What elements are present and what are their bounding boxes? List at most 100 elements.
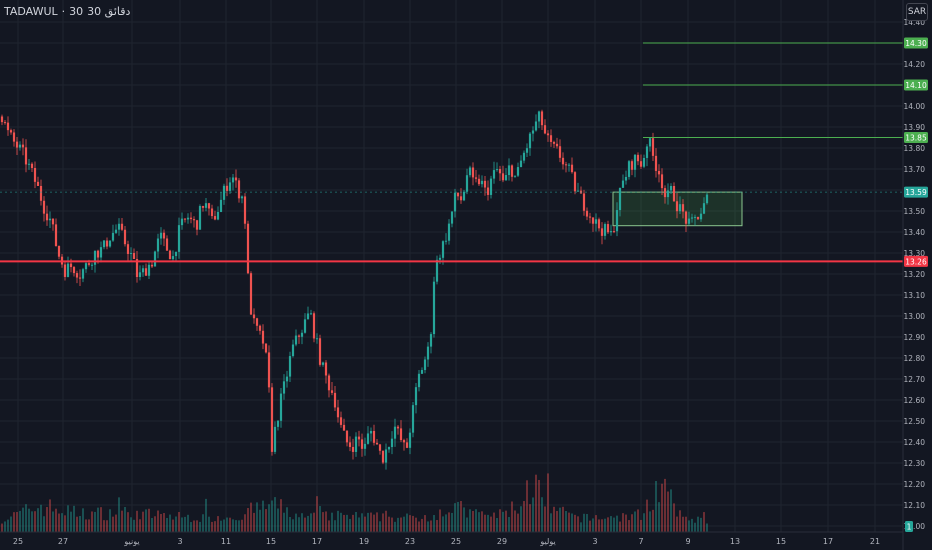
volume-bar	[499, 509, 501, 532]
candle-body	[267, 352, 271, 388]
volume-bar	[544, 506, 546, 532]
volume-bar	[115, 514, 117, 532]
volume-bar	[190, 522, 192, 532]
price-tick-label: 13.80	[904, 144, 926, 153]
volume-bar	[232, 519, 234, 532]
volume-bar	[109, 509, 111, 532]
candle-body	[219, 199, 223, 212]
candle-body	[27, 163, 31, 165]
volume-bar	[142, 511, 144, 532]
volume-bar	[649, 511, 651, 532]
level-price-label-bg	[904, 37, 928, 49]
candle-body	[156, 238, 160, 252]
candle-body	[291, 344, 295, 357]
candle-body	[93, 250, 97, 265]
candle-body	[72, 267, 76, 274]
volume-bar	[463, 507, 465, 532]
volume-bar	[622, 513, 624, 532]
volume-bar	[481, 511, 483, 532]
volume-bar	[343, 514, 345, 532]
volume-bar	[541, 497, 543, 532]
volume-bar	[133, 519, 135, 532]
volume-bar	[154, 516, 156, 532]
volume-bar	[187, 514, 189, 532]
candle-body	[516, 167, 520, 176]
candle-body	[486, 187, 490, 195]
candle-body	[153, 251, 157, 267]
candle-body	[270, 387, 274, 452]
volume-bar	[10, 516, 12, 532]
candle-body	[132, 253, 136, 260]
volume-bar	[205, 498, 207, 532]
candle-body	[357, 436, 361, 440]
candle-body	[234, 177, 238, 181]
volume-bar	[538, 479, 540, 532]
time-tick-label: 15	[776, 537, 786, 546]
time-tick-label: 11	[221, 537, 231, 546]
candle-body	[627, 161, 631, 177]
volume-bar	[82, 508, 84, 532]
volume-bar	[244, 514, 246, 532]
price-tick-label: 13.00	[904, 312, 926, 321]
volume-bar	[703, 512, 705, 532]
candle-body	[360, 439, 364, 449]
volume-bar	[19, 510, 21, 532]
candle-body	[489, 178, 493, 195]
candle-body	[390, 438, 394, 448]
candle-body	[315, 338, 319, 340]
volume-bar	[448, 512, 450, 532]
symbol-header[interactable]: TADAWUL · 30 دقائق 30	[4, 5, 134, 18]
candle-body	[87, 263, 91, 265]
candle-body	[84, 263, 88, 270]
candle-body	[597, 219, 601, 229]
volume-bar	[145, 509, 147, 532]
volume-bar	[685, 516, 687, 532]
candle-body	[543, 125, 547, 134]
volume-bar	[25, 504, 27, 532]
candle-body	[165, 238, 169, 251]
volume-bar	[661, 483, 663, 532]
candle-body	[282, 381, 286, 394]
candle-body	[366, 433, 370, 444]
candle-body	[615, 210, 619, 232]
candle-body	[69, 263, 73, 268]
volume-bar	[421, 518, 423, 532]
candle-body	[558, 146, 562, 158]
volume-bar	[79, 516, 81, 532]
volume-bar	[652, 509, 654, 532]
volume-bar	[340, 512, 342, 532]
candle-body	[408, 432, 412, 448]
volume-bar	[577, 516, 579, 532]
volume-bar	[370, 512, 372, 532]
candle-body	[438, 257, 442, 260]
candle-body	[630, 161, 634, 170]
volume-bar	[304, 517, 306, 532]
candle-body	[462, 191, 466, 201]
volume-bar	[172, 519, 174, 532]
volume-bar	[589, 520, 591, 532]
volume-bar	[121, 510, 123, 532]
candle-body	[189, 217, 193, 220]
candle-body	[114, 229, 118, 233]
volume-bar	[94, 511, 96, 532]
currency-button[interactable]: SAR	[906, 3, 928, 21]
candle-body	[570, 164, 574, 173]
price-tick-label: 12.50	[904, 417, 926, 426]
volume-bar	[310, 513, 312, 532]
volume-bar	[445, 514, 447, 532]
volume-bar	[214, 521, 216, 532]
candle-body	[9, 130, 13, 133]
candle-body	[441, 241, 445, 258]
price-tick-label: 13.50	[904, 207, 926, 216]
volume-bar	[316, 496, 318, 532]
candle-body	[519, 160, 523, 168]
candle-body	[201, 206, 205, 208]
volume-bar	[505, 510, 507, 532]
candle-body	[30, 163, 34, 169]
volume-bar	[526, 480, 528, 532]
volume-bar	[220, 520, 222, 532]
last-price-label: 13.59	[905, 188, 927, 197]
candle-body	[252, 314, 256, 319]
time-tick-label: 9	[685, 537, 690, 546]
